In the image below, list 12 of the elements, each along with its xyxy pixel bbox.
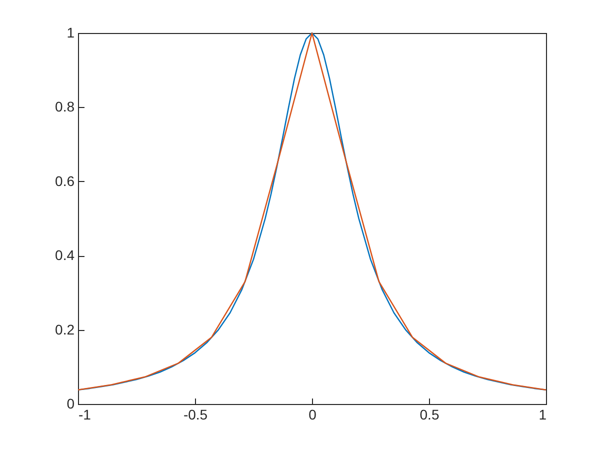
- x-tick-label: 1: [538, 406, 547, 422]
- x-tick-label: -0.5: [183, 406, 208, 422]
- y-tick-label: 0.6: [55, 172, 75, 189]
- y-tick-label: 0: [66, 396, 75, 412]
- x-tick-label: -1: [78, 406, 92, 422]
- y-tick-label: 0.8: [55, 98, 75, 115]
- x-tick-label: 0: [308, 406, 317, 422]
- y-tick-label: 0.2: [55, 321, 75, 338]
- line-series: [77, 32, 547, 391]
- y-tick-label: 1: [66, 24, 75, 40]
- y-tick-label: 0.4: [55, 247, 75, 264]
- x-tick-label: 0.5: [420, 406, 440, 422]
